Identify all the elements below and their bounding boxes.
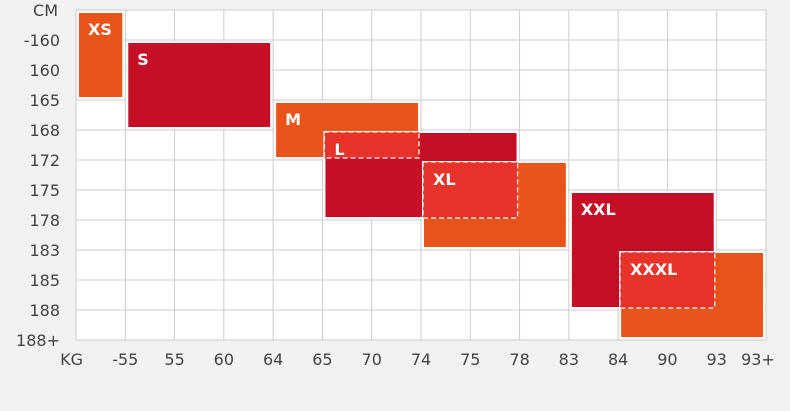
y-axis-label: CM — [33, 1, 58, 20]
size-label-xs: XS — [88, 20, 112, 39]
size-label-l: L — [334, 140, 344, 159]
size-label-s: S — [137, 50, 149, 69]
box-labels: XS S M L XL XXL XXXL — [88, 20, 677, 279]
size-box-s — [126, 41, 273, 129]
x-tick-label: 84 — [608, 350, 628, 369]
y-tick-label: 185 — [29, 271, 60, 290]
x-tick-label: 93+ — [741, 350, 775, 369]
x-tick-label: 83 — [559, 350, 579, 369]
x-tick-label: 64 — [263, 350, 283, 369]
y-tick-label: 175 — [29, 181, 60, 200]
x-tick-label: 70 — [362, 350, 382, 369]
y-tick-label: -160 — [24, 31, 60, 50]
y-tick-label: 183 — [29, 241, 60, 260]
y-tick-label: 178 — [29, 211, 60, 230]
x-tick-label: 78 — [509, 350, 529, 369]
overlap-zone — [619, 251, 716, 309]
x-tick-label: 90 — [657, 350, 677, 369]
axes: CM KG -55 55 60 64 65 70 74 75 78 83 84 90 93 93+ -160… — [16, 1, 775, 369]
y-tick-label: 168 — [29, 121, 60, 140]
x-axis-label: KG — [60, 350, 83, 369]
overlap-zone — [422, 161, 519, 219]
x-tick-label: 65 — [312, 350, 332, 369]
y-tick-label: 165 — [29, 91, 60, 110]
overlap-boxes — [323, 131, 716, 309]
overlap-zone — [323, 131, 420, 159]
size-label-xxl: XXL — [581, 200, 616, 219]
x-tick-label: -55 — [112, 350, 138, 369]
y-tick-label: 188 — [29, 301, 60, 320]
x-tick-label: 75 — [460, 350, 480, 369]
x-tick-label: 60 — [214, 350, 234, 369]
y-tick-label: 188+ — [16, 331, 60, 350]
size-label-m: M — [285, 110, 301, 129]
size-label-xl: XL — [433, 170, 456, 189]
size-box-xs — [77, 11, 125, 99]
y-tick-label: 172 — [29, 151, 60, 170]
x-tick-label: 74 — [411, 350, 431, 369]
x-tick-label: 93 — [707, 350, 727, 369]
x-tick-label: 55 — [164, 350, 184, 369]
y-tick-label: 160 — [29, 61, 60, 80]
size-label-xxxl: XXXL — [630, 260, 677, 279]
